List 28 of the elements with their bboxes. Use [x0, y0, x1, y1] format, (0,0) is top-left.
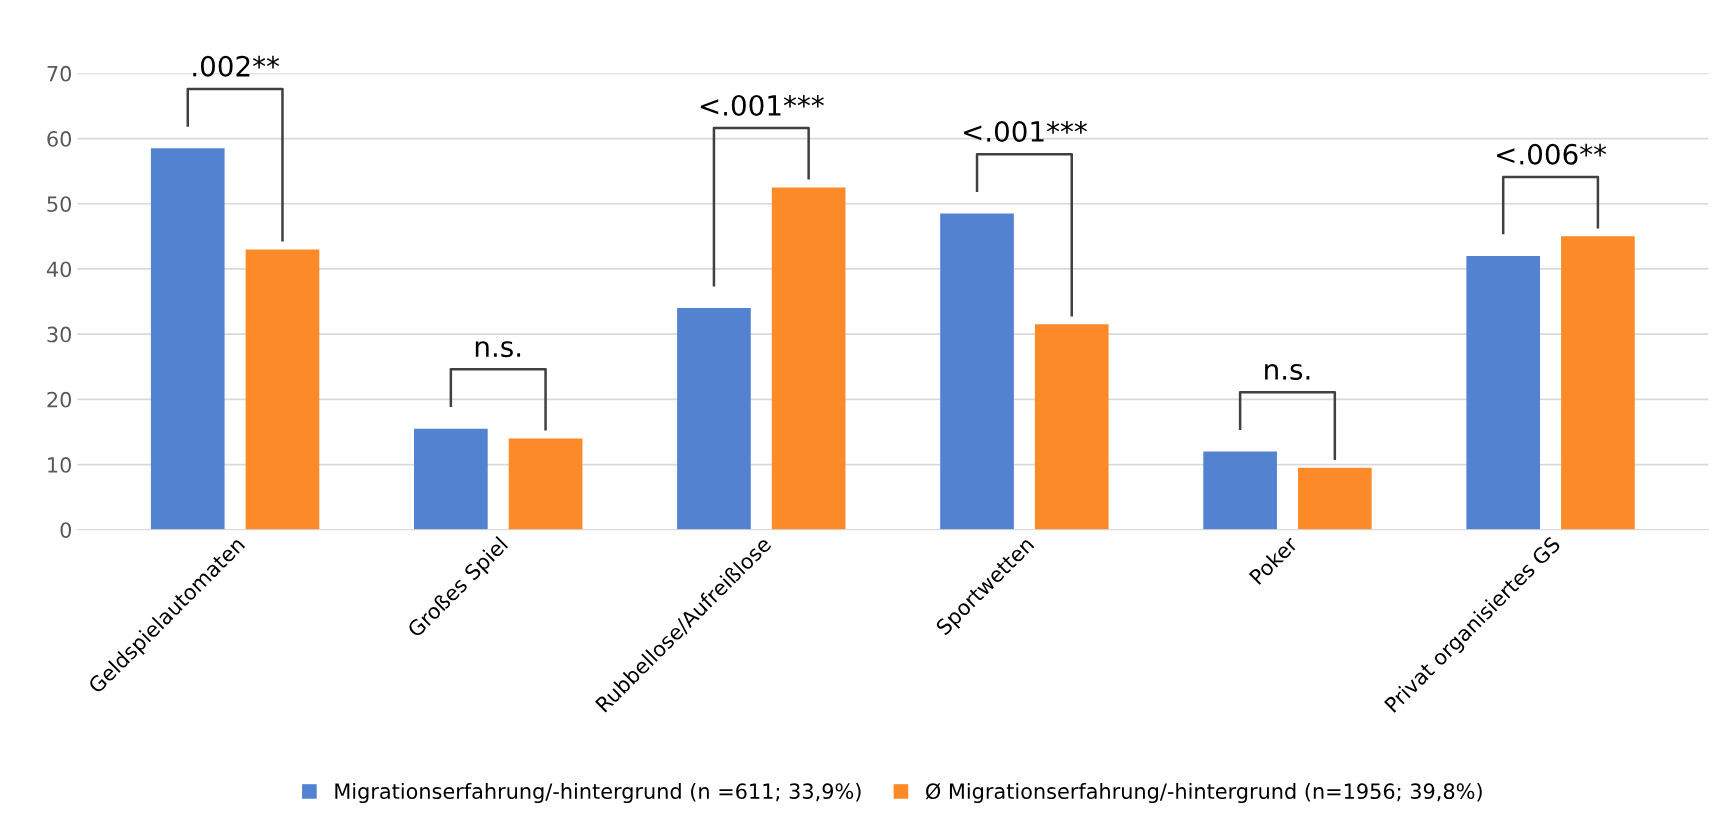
bar — [677, 308, 751, 530]
bar — [245, 249, 320, 530]
bar — [150, 148, 225, 530]
y-tick-label: 0 — [60, 522, 72, 538]
bar — [1034, 324, 1109, 530]
bar — [1298, 467, 1372, 530]
annotation: <.001*** — [700, 94, 824, 116]
annotation: .002** — [193, 55, 280, 77]
y-tick-label: 70 — [47, 65, 72, 82]
legend-label: Migrationserfahrung/-hintergrund (n =611; 33,9%) — [335, 782, 861, 804]
annotation: <.006** — [1497, 143, 1607, 165]
y-tick-label: 10 — [48, 457, 72, 473]
y-tick-label: 20 — [47, 391, 72, 408]
bar — [771, 187, 846, 530]
legend-label: Ø Migrationserfahrung/-hintergrund (n=1956; 39,8%) — [925, 782, 1482, 804]
bar — [414, 428, 488, 530]
bar — [1203, 451, 1277, 530]
bar — [1561, 236, 1635, 530]
y-tick-label: 30 — [47, 326, 72, 343]
y-tick-label: 50 — [47, 196, 72, 212]
bar — [1466, 255, 1541, 530]
bar — [940, 213, 1014, 530]
y-tick-label: 60 — [47, 131, 72, 147]
annotation: n.s. — [1265, 364, 1310, 380]
bar — [508, 438, 583, 530]
annotation: <.001*** — [963, 120, 1087, 142]
annotation: n.s. — [475, 341, 521, 358]
y-tick-label: 40 — [46, 261, 72, 278]
